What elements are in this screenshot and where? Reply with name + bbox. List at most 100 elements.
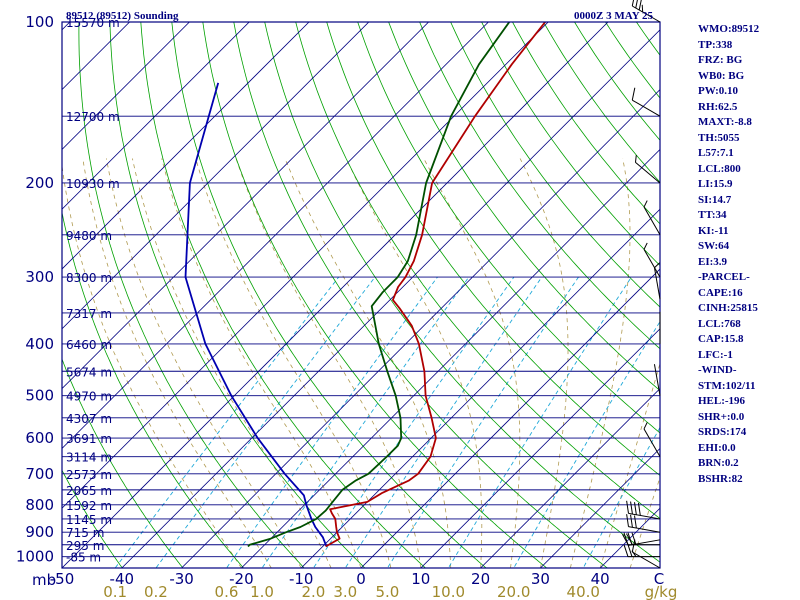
temperature-tick-label: -30 — [169, 570, 194, 588]
dry-adiabat-line — [357, 22, 660, 434]
mixing-ratio-tick-label: 0.2 — [144, 583, 168, 600]
pressure-tick-label: 200 — [25, 174, 54, 192]
stat-item: STM:102/11 — [698, 379, 756, 392]
stat-item: SW:64 — [698, 240, 730, 252]
mixing-ratio-line — [344, 276, 543, 568]
isotherm-line — [0, 0, 34, 579]
dry-adiabat-line — [78, 22, 305, 568]
isotherm-line — [539, 447, 660, 568]
mixing-ratio-line — [114, 276, 340, 568]
wind-barb — [631, 0, 661, 23]
stat-item: EHI:0.0 — [698, 441, 736, 454]
wind-barb — [643, 422, 661, 457]
stat-item: TH:5055 — [698, 131, 740, 144]
pressure-tick-label: 300 — [25, 268, 54, 286]
pressure-tick-label: 800 — [25, 496, 54, 514]
wind-barbs — [622, 0, 661, 569]
isotherm-line — [62, 22, 250, 210]
moist-adiabat-line — [195, 158, 392, 568]
dry-adiabat-line — [481, 22, 660, 267]
height-label: 15570 m — [66, 16, 120, 30]
moist-adiabat-line — [62, 163, 242, 568]
mixing-ratio-tick-label: 40.0 — [567, 583, 600, 600]
isotherms — [0, 0, 660, 579]
stat-item: BRN:0.2 — [698, 457, 739, 469]
stat-item: SI:14.7 — [698, 193, 732, 206]
temperature-tick-label: -40 — [110, 570, 135, 588]
height-label: 1145 m — [66, 513, 112, 527]
wind-barb — [653, 262, 661, 300]
stat-item: TP:338 — [698, 38, 733, 51]
dry-adiabat-line — [0, 0, 7, 579]
height-label: 12700 m — [66, 110, 120, 124]
moist-adiabat-line — [235, 158, 422, 568]
moist-adiabat-line — [569, 158, 631, 568]
dry-adiabat-line — [295, 22, 660, 520]
stat-item: CAP:15.8 — [698, 333, 744, 345]
dewpoint-trace — [247, 22, 511, 548]
isotherm-line — [62, 22, 430, 390]
stat-item: WMO:89512 — [698, 23, 760, 35]
temperature-unit-label: C — [654, 570, 664, 588]
temperature-tick-label: -20 — [229, 570, 254, 588]
temperature-tick-label: 30 — [531, 570, 550, 588]
dry-adiabat-line — [388, 22, 660, 392]
stat-item: LI:15.9 — [698, 178, 733, 190]
stat-item: PW:0.10 — [698, 85, 739, 97]
moist-adiabat-line — [345, 158, 483, 568]
stat-item: KI:-11 — [698, 224, 729, 237]
stat-item: L57:7.1 — [698, 147, 734, 159]
moist-adiabat-line — [161, 158, 362, 568]
height-label: 5674 m — [66, 365, 112, 379]
isotherm-line — [420, 328, 660, 568]
dry-adiabat-line — [140, 22, 427, 568]
stat-item: HEL:-196 — [698, 395, 746, 407]
temperature-tick-label: -10 — [289, 570, 314, 588]
dry-adiabat-line — [233, 22, 609, 568]
wind-barb — [623, 544, 660, 558]
profiles — [184, 22, 546, 548]
isotherm-line — [62, 22, 190, 150]
mixing-ratio-tick-label: 0.6 — [215, 583, 239, 600]
mixing-ratio-tick-label: 0.1 — [103, 583, 127, 600]
height-label: 3114 m — [66, 451, 112, 465]
dry-adiabat-line — [419, 22, 660, 350]
isotherm-line — [62, 22, 310, 270]
pressure-tick-label: 1000 — [16, 548, 54, 566]
station-title: 89512 (89512) Sounding — [66, 10, 179, 22]
height-label: 1592 m — [66, 499, 112, 513]
height-label: 2573 m — [66, 468, 112, 482]
mixing-ratio-line — [155, 276, 376, 568]
pressure-tick-label: 400 — [25, 335, 54, 353]
wind-barb — [643, 200, 661, 236]
wind-barb — [643, 242, 661, 278]
stat-item: LCL:768 — [698, 317, 741, 330]
isotherm-line — [240, 148, 660, 568]
pressure-tick-label: 500 — [25, 387, 54, 405]
temperature-trace — [325, 22, 546, 548]
plot-frame — [61, 21, 661, 569]
isotherm-line — [62, 22, 609, 568]
mixing-ratio-line — [386, 276, 579, 568]
height-label: 295 m — [66, 539, 104, 553]
stat-item: LFC:-1 — [698, 348, 733, 361]
stat-item: TT:34 — [698, 209, 727, 221]
dry-adiabat-line — [450, 22, 660, 308]
dry-adiabat-line — [264, 22, 660, 563]
isotherm-line — [62, 22, 489, 449]
dry-adiabat-line — [62, 567, 63, 568]
isotherm-line — [300, 208, 660, 568]
stat-item: -WIND- — [698, 364, 737, 376]
mixing-ratio-unit-label: g/kg — [645, 583, 678, 600]
isobars — [62, 22, 660, 568]
wind-barb — [634, 155, 661, 184]
height-label: 7317 m — [66, 307, 112, 321]
stat-item: SHR+:0.0 — [698, 410, 745, 423]
wind-barb — [626, 514, 661, 533]
observation-time: 0000Z 3 MAY 25 — [574, 10, 653, 22]
stat-item: BSHR:82 — [698, 472, 743, 485]
stat-item: RH:62.5 — [698, 100, 738, 113]
isotherm-line — [360, 268, 660, 568]
height-label: 6460 m — [66, 338, 112, 352]
